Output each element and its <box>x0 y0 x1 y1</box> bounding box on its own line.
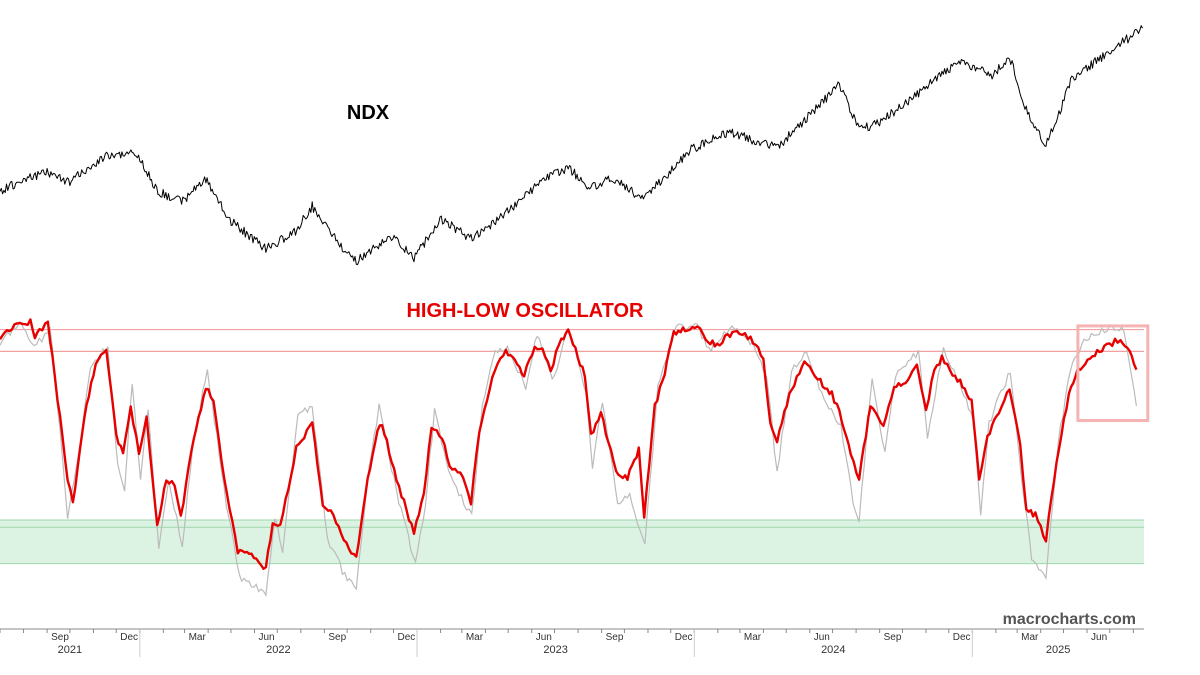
x-tick-label: Sep <box>606 632 624 643</box>
x-year-label: 2023 <box>543 644 567 656</box>
x-year-label: 2024 <box>821 644 845 656</box>
ndx-title: NDX <box>347 102 390 124</box>
x-year-label: 2022 <box>266 644 290 656</box>
x-tick-label: Jun <box>814 632 830 643</box>
x-tick-label: Sep <box>51 632 69 643</box>
x-tick-label: Dec <box>953 632 971 643</box>
ndx-price-line <box>0 25 1143 266</box>
oscillator-line <box>0 318 1138 570</box>
x-tick-label: Dec <box>120 632 138 643</box>
watermark: macrocharts.com <box>1003 611 1136 628</box>
x-tick-label: Mar <box>744 632 762 643</box>
x-year-label: 2021 <box>58 644 82 656</box>
highlight-box <box>1076 324 1150 423</box>
x-tick-label: Mar <box>466 632 484 643</box>
x-tick-label: Mar <box>1021 632 1039 643</box>
oscillator-title: HIGH-LOW OSCILLATOR <box>406 300 644 322</box>
x-tick-label: Mar <box>189 632 207 643</box>
x-tick-label: Jun <box>1091 632 1107 643</box>
oscillator-zones <box>0 328 1144 565</box>
ndx-price-series <box>0 25 1143 266</box>
x-tick-label: Sep <box>884 632 902 643</box>
x-tick-label: Dec <box>675 632 693 643</box>
x-tick-label: Dec <box>397 632 415 643</box>
x-year-label: 2025 <box>1046 644 1070 656</box>
x-tick-label: Jun <box>258 632 274 643</box>
x-axis: Sep Dec Mar Jun Sep Dec Mar Jun Sep Dec Mar Jun Sep D… <box>0 628 1144 657</box>
lower-extreme-zone <box>0 519 1144 564</box>
x-tick-label: Jun <box>536 632 552 643</box>
x-tick-label: Sep <box>328 632 346 643</box>
oscillator-series <box>0 318 1150 570</box>
